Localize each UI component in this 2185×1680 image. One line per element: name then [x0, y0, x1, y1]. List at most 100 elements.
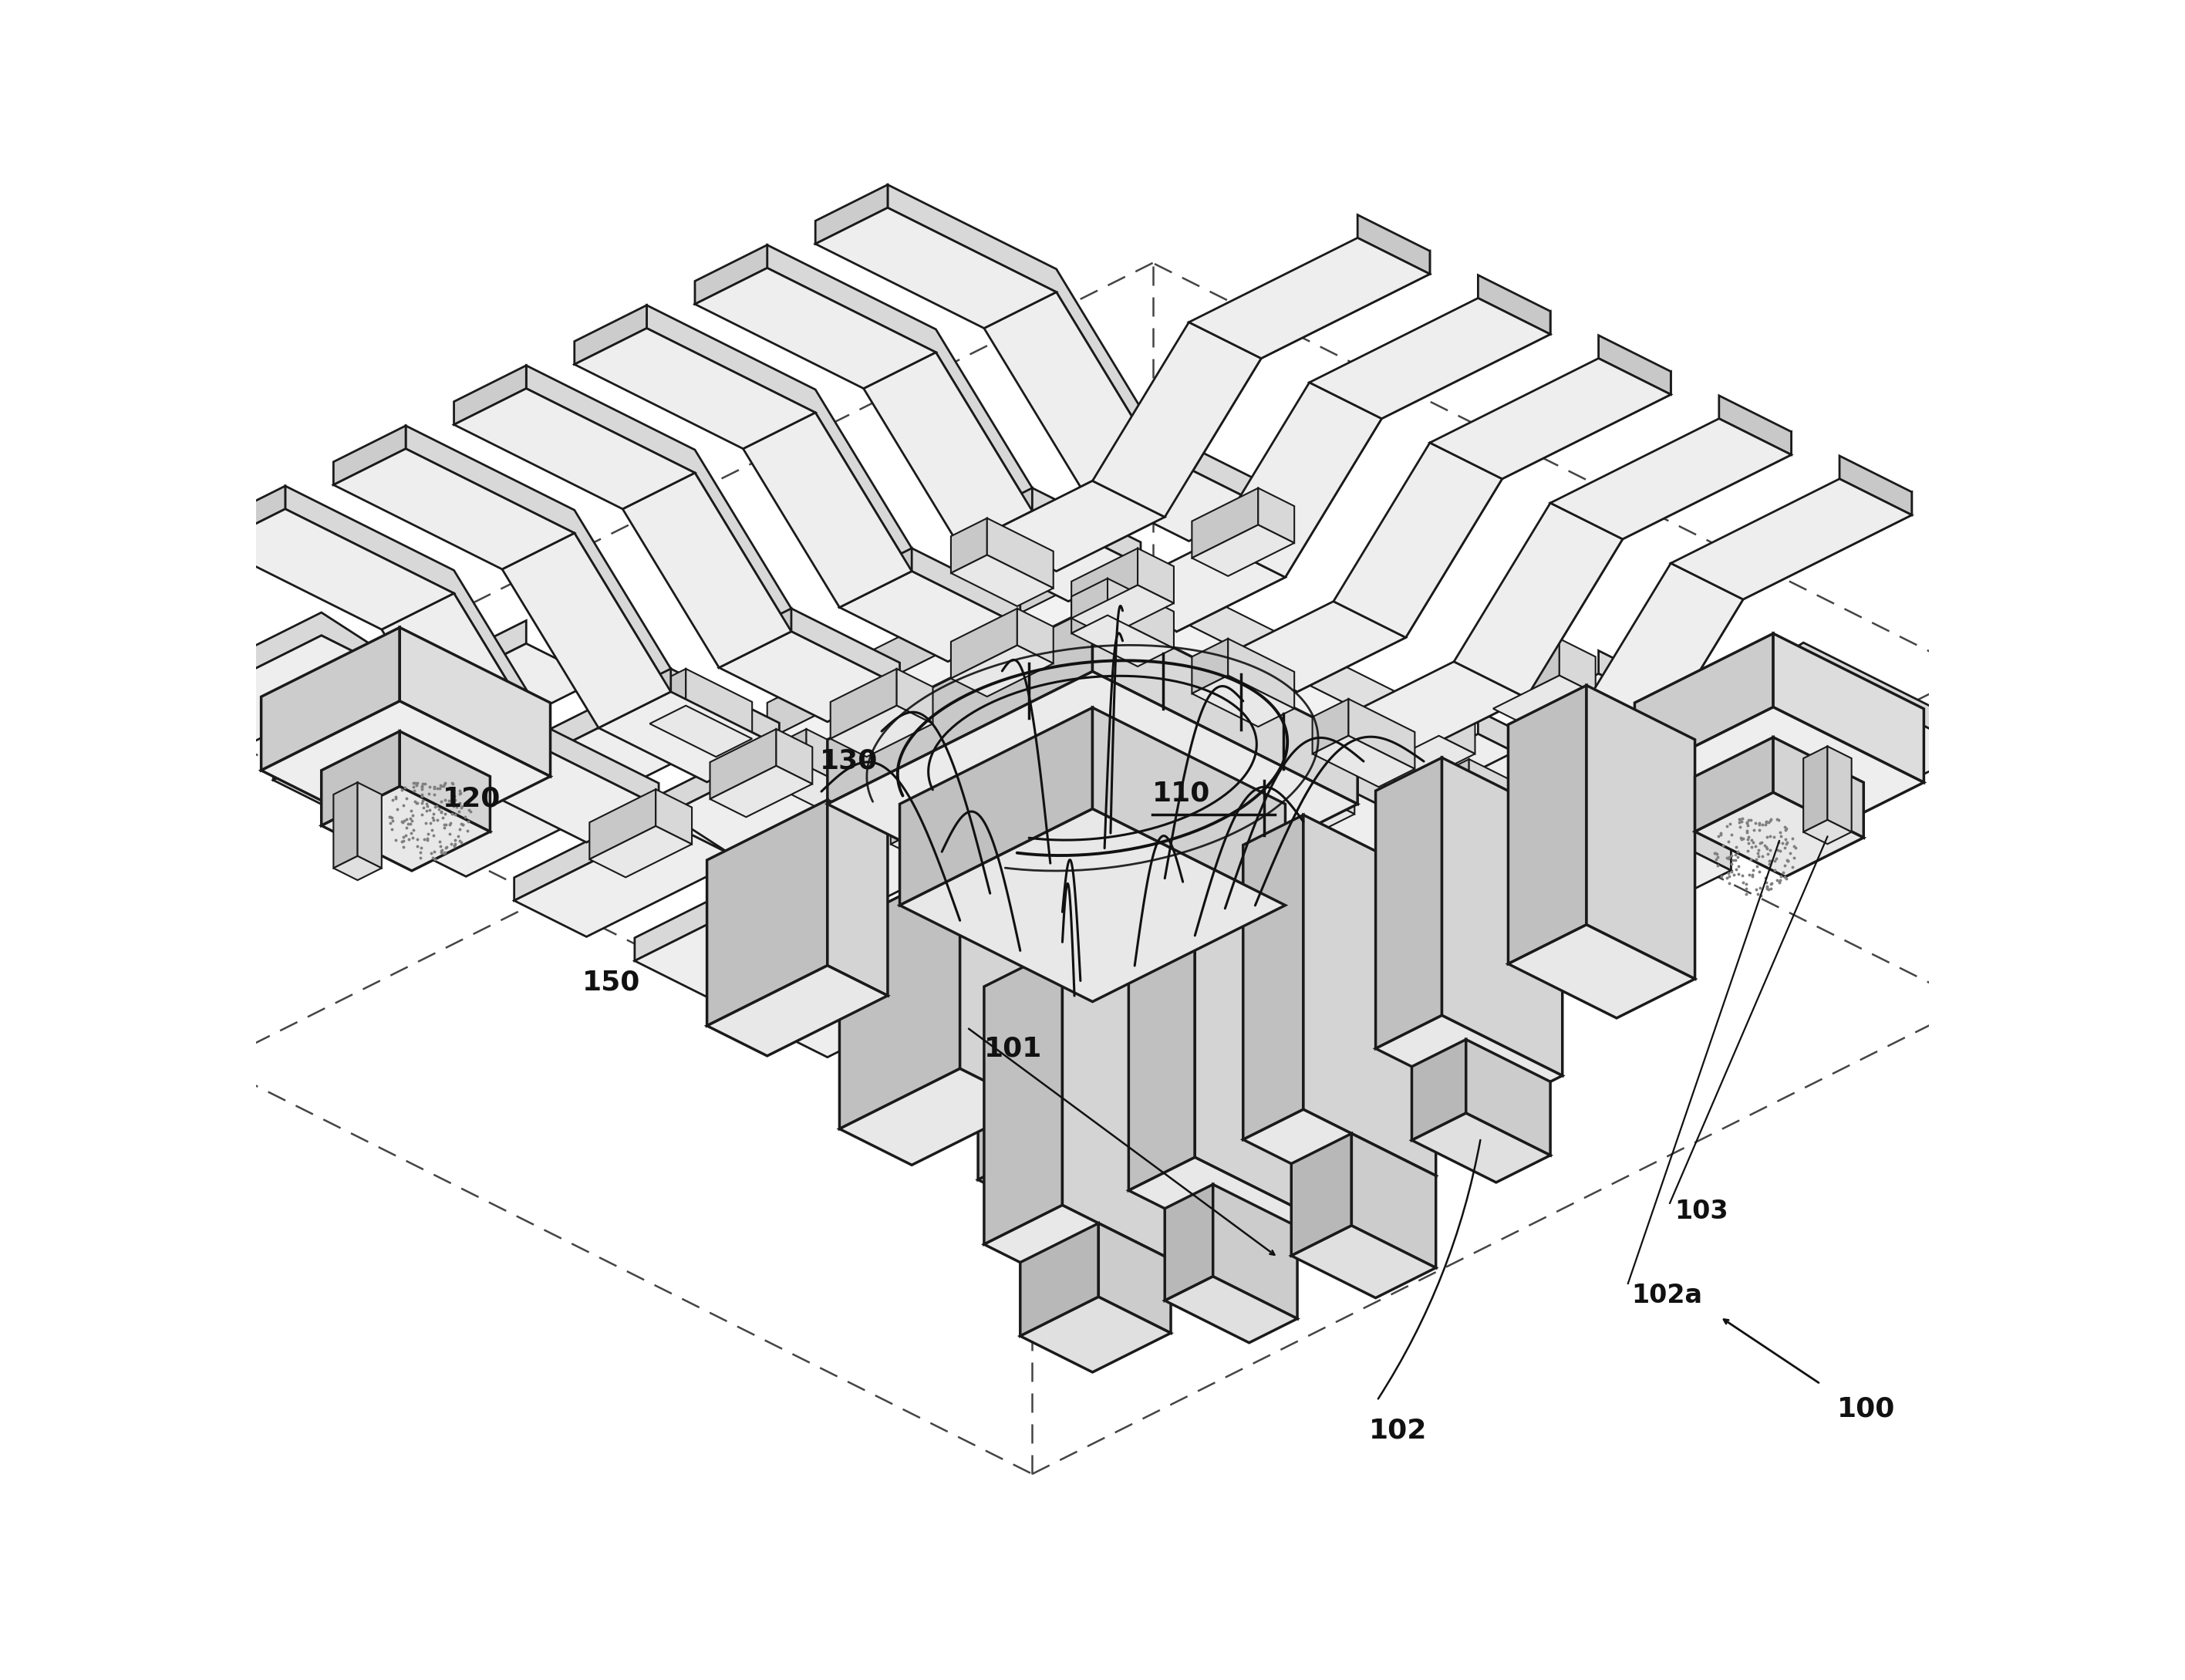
- Polygon shape: [441, 696, 610, 795]
- Polygon shape: [321, 731, 400, 825]
- Polygon shape: [590, 827, 693, 877]
- Polygon shape: [1228, 638, 1294, 709]
- Polygon shape: [321, 635, 489, 734]
- Polygon shape: [924, 937, 1092, 1035]
- Polygon shape: [743, 413, 911, 608]
- Polygon shape: [1377, 1015, 1562, 1109]
- Polygon shape: [623, 472, 791, 667]
- Text: 100: 100: [1838, 1396, 1894, 1421]
- Polygon shape: [334, 425, 406, 486]
- Polygon shape: [950, 645, 1053, 697]
- Polygon shape: [896, 669, 933, 724]
- Polygon shape: [710, 766, 813, 816]
- Polygon shape: [1492, 675, 1595, 727]
- Polygon shape: [575, 328, 815, 449]
- Polygon shape: [957, 939, 994, 995]
- Polygon shape: [708, 800, 828, 1026]
- Polygon shape: [1252, 759, 1318, 830]
- Polygon shape: [1195, 882, 1315, 1218]
- Polygon shape: [1346, 662, 1527, 753]
- Polygon shape: [830, 706, 933, 756]
- Text: 110: 110: [1151, 780, 1210, 806]
- Polygon shape: [1250, 907, 1490, 1026]
- Polygon shape: [1348, 699, 1416, 769]
- Polygon shape: [767, 576, 1418, 902]
- Polygon shape: [503, 533, 671, 727]
- Text: 103: 103: [1676, 1200, 1728, 1225]
- Polygon shape: [719, 608, 791, 667]
- Polygon shape: [1020, 944, 1202, 1035]
- Polygon shape: [959, 487, 1031, 548]
- Polygon shape: [708, 966, 887, 1057]
- Polygon shape: [1237, 823, 1610, 931]
- Polygon shape: [1599, 643, 1973, 749]
- Polygon shape: [153, 635, 393, 756]
- Polygon shape: [1599, 336, 1672, 395]
- Polygon shape: [1055, 250, 1429, 571]
- Polygon shape: [599, 669, 671, 727]
- Polygon shape: [1466, 1040, 1551, 1156]
- Polygon shape: [1333, 444, 1501, 637]
- Polygon shape: [1418, 432, 1792, 753]
- Text: 120: 120: [444, 786, 500, 811]
- Polygon shape: [1012, 917, 1114, 968]
- Polygon shape: [393, 732, 767, 840]
- Polygon shape: [1132, 857, 1235, 907]
- Polygon shape: [1477, 702, 1851, 810]
- Polygon shape: [321, 786, 489, 870]
- Polygon shape: [1079, 450, 1261, 541]
- Polygon shape: [776, 729, 813, 785]
- Polygon shape: [1044, 914, 1226, 1005]
- Polygon shape: [806, 729, 872, 800]
- Polygon shape: [513, 816, 756, 937]
- Polygon shape: [950, 517, 988, 573]
- Polygon shape: [769, 766, 872, 816]
- Polygon shape: [1071, 585, 1173, 637]
- Polygon shape: [334, 857, 382, 880]
- Polygon shape: [417, 643, 599, 734]
- Polygon shape: [1803, 746, 1827, 832]
- Polygon shape: [839, 548, 911, 608]
- Polygon shape: [950, 554, 1053, 606]
- Polygon shape: [1433, 796, 1536, 847]
- Polygon shape: [634, 877, 876, 996]
- Polygon shape: [1071, 548, 1138, 618]
- Polygon shape: [562, 756, 732, 855]
- Polygon shape: [1062, 948, 1171, 1260]
- Polygon shape: [1092, 539, 1418, 739]
- Polygon shape: [590, 790, 656, 858]
- Polygon shape: [891, 827, 994, 877]
- Polygon shape: [1440, 699, 1475, 754]
- Polygon shape: [815, 185, 887, 244]
- Polygon shape: [1696, 793, 1864, 877]
- Polygon shape: [1130, 1158, 1315, 1250]
- Polygon shape: [1466, 722, 1647, 811]
- Polygon shape: [273, 672, 647, 780]
- Polygon shape: [1429, 358, 1672, 479]
- Polygon shape: [767, 539, 1092, 739]
- Polygon shape: [1468, 759, 1536, 830]
- Polygon shape: [891, 939, 957, 1010]
- Polygon shape: [988, 517, 1053, 588]
- Polygon shape: [719, 632, 900, 722]
- Polygon shape: [400, 731, 489, 832]
- Polygon shape: [769, 729, 806, 785]
- Polygon shape: [887, 185, 1261, 506]
- Polygon shape: [780, 825, 959, 914]
- Polygon shape: [1370, 847, 1610, 968]
- Polygon shape: [1298, 371, 1672, 692]
- Polygon shape: [710, 729, 776, 800]
- Polygon shape: [1538, 492, 1912, 811]
- Polygon shape: [1092, 707, 1285, 906]
- Polygon shape: [647, 306, 1020, 625]
- Polygon shape: [996, 944, 1370, 1052]
- Polygon shape: [1634, 707, 1923, 852]
- Polygon shape: [1108, 578, 1173, 648]
- Polygon shape: [1132, 911, 1167, 964]
- Polygon shape: [1309, 297, 1551, 418]
- Polygon shape: [1453, 502, 1623, 697]
- Polygon shape: [839, 867, 959, 1129]
- Polygon shape: [1575, 563, 1744, 758]
- Polygon shape: [513, 793, 887, 900]
- Polygon shape: [1092, 323, 1261, 517]
